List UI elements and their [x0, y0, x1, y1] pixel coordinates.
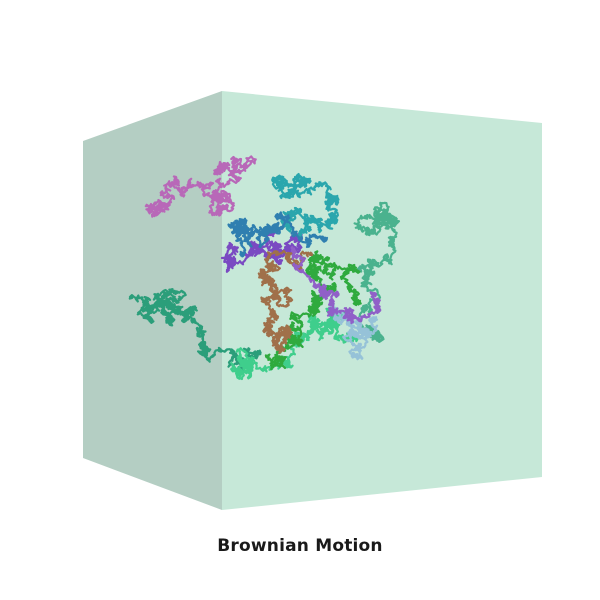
walk-magenta: [144, 155, 257, 218]
figure-caption: Brownian Motion: [217, 536, 383, 556]
cube-front-face: [222, 91, 542, 510]
walk-brown: [257, 249, 314, 355]
walk-jade: [128, 288, 262, 372]
random-walk-paths: [128, 155, 400, 381]
walk-violet: [290, 246, 382, 325]
walk-teal: [271, 172, 340, 240]
walk-purple: [220, 229, 304, 273]
walk-steel-blue: [227, 211, 329, 258]
walk-sea-green: [353, 201, 400, 343]
cube-left-face: [83, 91, 222, 510]
walk-mint: [230, 305, 360, 381]
